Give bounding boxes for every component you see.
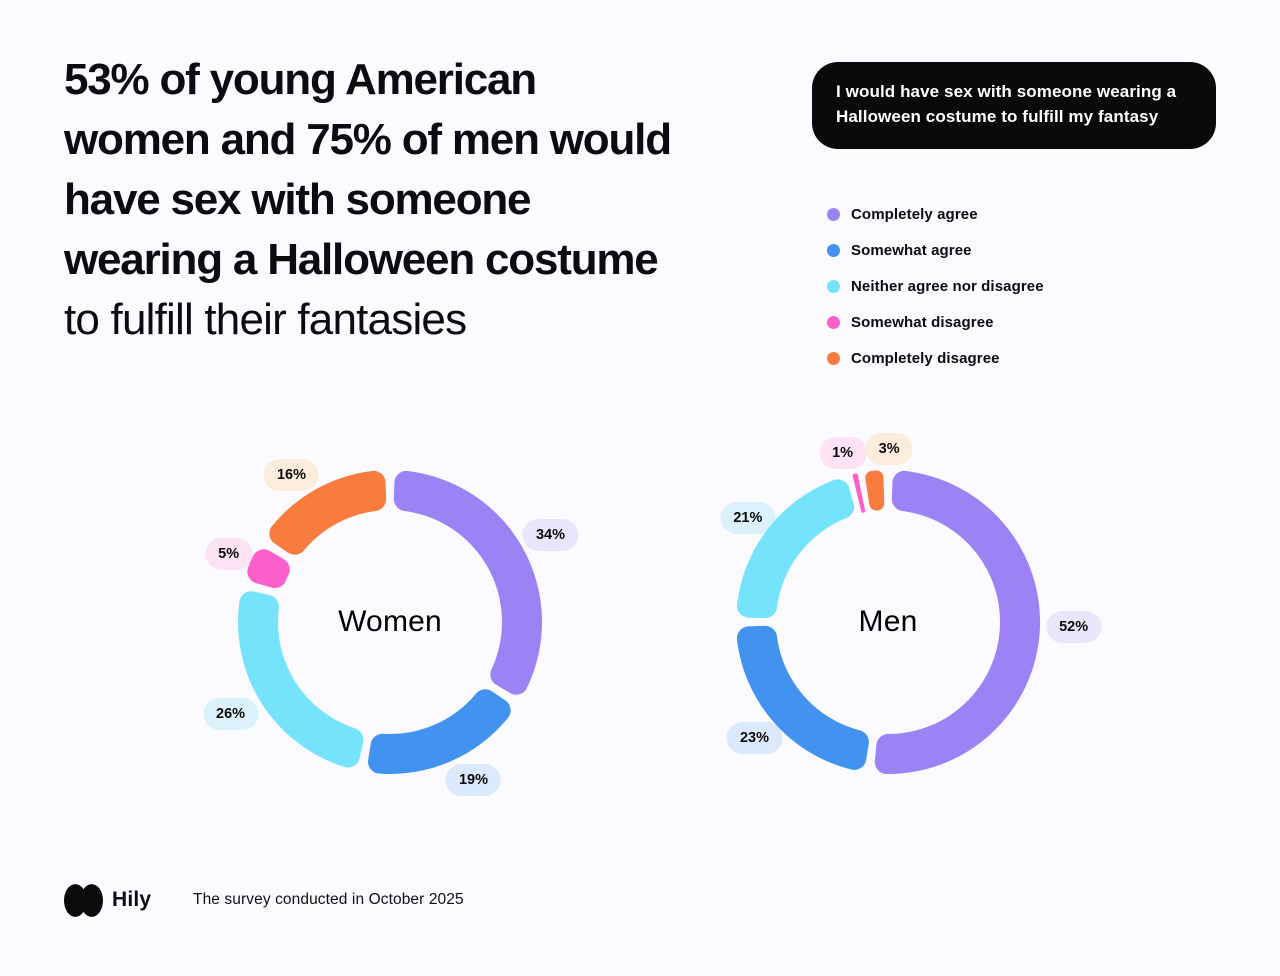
percent-label-completely-disagree: 16% [263, 458, 319, 491]
legend-color-dot [827, 279, 840, 293]
percent-label-completely-agree: 34% [522, 519, 578, 552]
legend-color-dot [827, 351, 840, 365]
legend-item-label: Somewhat disagree [851, 313, 994, 331]
brand-name: Hily [112, 888, 152, 911]
donut-segment-completely-disagree [865, 470, 885, 511]
donut-chart-men: 52% 23% 21% 1% 3% Men [678, 412, 1138, 832]
headline-line-regular: to fulfill their fantasies [64, 295, 467, 344]
legend-color-dot [827, 207, 840, 221]
legend-item-label: Completely agree [851, 205, 978, 223]
donut-segment-completely-disagree [269, 470, 387, 555]
legend-item-label: Neither agree nor disagree [851, 277, 1044, 295]
chart-center-label: Women [338, 605, 442, 638]
percent-label-neither-agree-nor-disagree: 21% [720, 501, 776, 534]
percent-label-somewhat-disagree: 5% [205, 537, 253, 570]
percent-label-somewhat-disagree: 1% [819, 436, 867, 469]
headline-line: have sex with someone [64, 175, 532, 224]
legend-item: Completely disagree [827, 340, 1044, 376]
legend-color-dot [827, 243, 840, 257]
donut-segment-completely-agree [874, 470, 1041, 774]
donut-segment-neither-agree-nor-disagree [736, 479, 855, 619]
donut-svg-women [238, 470, 543, 775]
percent-label-completely-disagree: 3% [865, 432, 913, 465]
headline-line: wearing a Halloween costume [64, 235, 659, 284]
percent-label-somewhat-agree: 23% [726, 721, 782, 754]
headline: 53% of young American women and 75% of me… [64, 50, 784, 350]
legend-item: Somewhat disagree [827, 304, 1044, 340]
percent-label-completely-agree: 52% [1046, 610, 1102, 643]
chart-center-label: Men [858, 605, 918, 638]
legend-item-label: Somewhat agree [851, 241, 972, 259]
donut-segment-neither-agree-nor-disagree [238, 591, 364, 768]
question-box: I would have sex with someone wearing a … [812, 62, 1216, 149]
percent-label-neither-agree-nor-disagree: 26% [203, 697, 259, 730]
legend-item: Somewhat agree [827, 232, 1044, 268]
donut-segment-somewhat-agree [736, 625, 869, 770]
legend-item: Completely agree [827, 196, 1044, 232]
donut-segment-completely-agree [393, 470, 543, 695]
donut-segment-somewhat-disagree [247, 549, 290, 589]
donut-segment-somewhat-disagree [852, 473, 866, 513]
question-box-text: I would have sex with someone wearing a … [836, 82, 1177, 126]
legend: Completely agree Somewhat agree Neither ag… [827, 196, 1044, 376]
headline-line: women and 75% of men would [64, 115, 672, 164]
legend-color-dot [827, 315, 840, 329]
donut-segment-somewhat-agree [368, 689, 511, 775]
headline-line: 53% of young American [64, 55, 537, 104]
donut-chart-women: 34% 19% 26% 5% 16% Women [180, 412, 640, 832]
donut-svg-men [736, 470, 1041, 774]
legend-item-label: Completely disagree [851, 349, 1000, 367]
hily-logo-icon [64, 883, 103, 917]
legend-item: Neither agree nor disagree [827, 268, 1044, 304]
survey-note: The survey conducted in October 2025 [193, 891, 464, 908]
footer: Hily [64, 880, 151, 920]
percent-label-somewhat-agree: 19% [445, 764, 501, 797]
